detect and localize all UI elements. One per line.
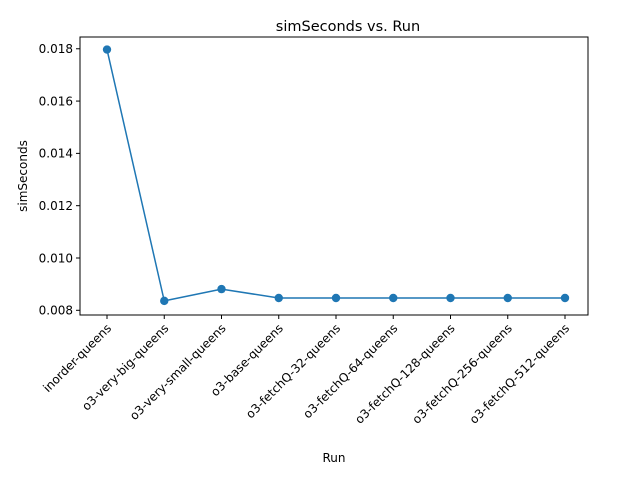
y-tick-label: 0.010: [39, 251, 73, 265]
y-tick-label: 0.012: [39, 199, 73, 213]
y-tick-label: 0.014: [39, 147, 73, 161]
chart-title: simSeconds vs. Run: [276, 19, 420, 35]
data-point: [560, 293, 570, 303]
x-tick-label: o3-fetchQ-256-queens: [410, 321, 515, 426]
data-point: [217, 284, 226, 294]
data-point: [389, 293, 398, 303]
y-axis-label: simSeconds: [16, 140, 30, 212]
y-axis: 0.008 0.010 0.012 0.014 0.016 0.018: [39, 42, 80, 318]
plot-area: [102, 45, 570, 306]
y-tick-label: 0.008: [39, 304, 73, 318]
data-point: [331, 293, 341, 303]
x-axis-label: Run: [322, 451, 345, 465]
x-tick-label: o3-very-small-queens: [127, 321, 229, 423]
y-tick-label: 0.016: [39, 94, 73, 108]
x-axis: inorder-queenso3-very-big-queenso3-very-…: [40, 315, 572, 427]
series-line: [106, 49, 565, 302]
x-tick-label: o3-fetchQ-32-queens: [243, 321, 343, 421]
data-point: [160, 296, 169, 306]
data-point: [446, 293, 455, 303]
data-point: [274, 293, 283, 303]
plot-frame: [79, 36, 589, 316]
data-point: [503, 293, 512, 303]
series-layer: [102, 45, 570, 306]
x-tick-label: o3-fetchQ-128-queens: [352, 321, 457, 426]
x-tick-label: o3-fetchQ-64-queens: [300, 321, 400, 421]
y-tick-label: 0.018: [39, 42, 73, 56]
x-tick-label: o3-fetchQ-512-queens: [467, 321, 572, 426]
data-point: [102, 45, 112, 54]
